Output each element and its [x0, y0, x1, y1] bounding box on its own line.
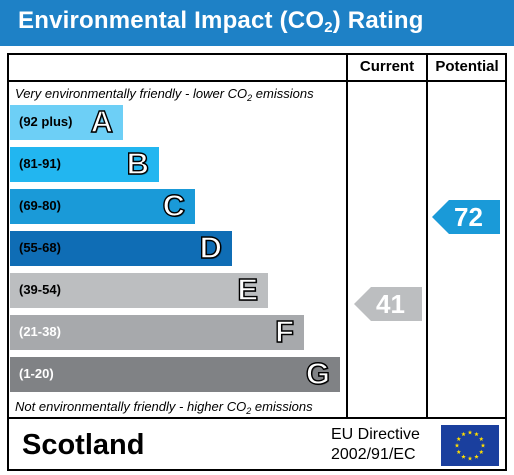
directive-line-1: EU Directive: [331, 426, 420, 443]
band-range-label: (1-20): [19, 366, 54, 381]
current-column-header: Current: [359, 58, 415, 75]
current-rating-arrow: 41: [354, 287, 422, 321]
band-letter: A: [90, 103, 114, 139]
band-range-label: (81-91): [19, 156, 61, 171]
eu-star: [456, 436, 462, 441]
eu-star: [456, 449, 462, 454]
band-letter: F: [274, 313, 294, 349]
band-letter: C: [162, 187, 186, 223]
eu-star: [474, 454, 479, 459]
directive-line-2: 2002/91/EC: [331, 446, 416, 463]
eu-star: [467, 430, 473, 435]
current-arrow-shape: [354, 287, 422, 321]
country-name: Scotland: [22, 429, 145, 461]
band-range-label: (39-54): [19, 282, 61, 297]
eu-star: [478, 436, 484, 441]
band-b: (81-91) B: [10, 145, 159, 182]
band-letter: G: [305, 355, 331, 391]
top-note: Very environmentally friendly - lower CO…: [15, 86, 314, 103]
band-letter: B: [126, 145, 150, 181]
band-letter: E: [237, 271, 259, 307]
band-range-label: (92 plus): [19, 114, 73, 129]
eu-star: [467, 456, 473, 461]
eu-flag-icon: [441, 425, 499, 466]
band-letter: D: [199, 229, 223, 265]
chart-title: Environmental Impact (CO2) Rating: [18, 7, 424, 36]
footer: [7, 419, 507, 471]
band-a: (92 plus) A: [10, 103, 123, 140]
band-e: (39-54) E: [10, 271, 268, 308]
band-range-label: (55-68): [19, 240, 61, 255]
potential-arrow-shape: [432, 200, 500, 234]
potential-rating-value: 72: [454, 202, 483, 232]
header-bar: Environmental Impact (CO2) Rating: [0, 0, 514, 46]
current-rating-value: 41: [376, 289, 405, 319]
band-c: (69-80) C: [10, 187, 195, 224]
eu-star: [474, 431, 479, 437]
band-f: (21-38) F: [10, 313, 304, 350]
band-range-label: (69-80): [19, 198, 61, 213]
eu-stars-icon: [454, 430, 486, 461]
band-range-label: (21-38): [19, 324, 61, 339]
header-row-divider: [7, 80, 507, 82]
eu-star: [461, 454, 466, 459]
potential-rating-arrow: 72: [432, 200, 500, 234]
eu-star: [480, 443, 486, 448]
eu-star: [461, 431, 466, 437]
column-divider: [346, 53, 348, 419]
column-divider: [426, 53, 428, 419]
eu-star: [478, 449, 484, 454]
band-d: (55-68) D: [10, 229, 232, 266]
bottom-note: Not environmentally friendly - higher CO…: [15, 399, 313, 416]
rating-frame: [7, 53, 507, 419]
eu-star: [454, 443, 460, 448]
band-g: (1-20) G: [10, 355, 340, 392]
potential-column-header: Potential: [435, 58, 499, 75]
